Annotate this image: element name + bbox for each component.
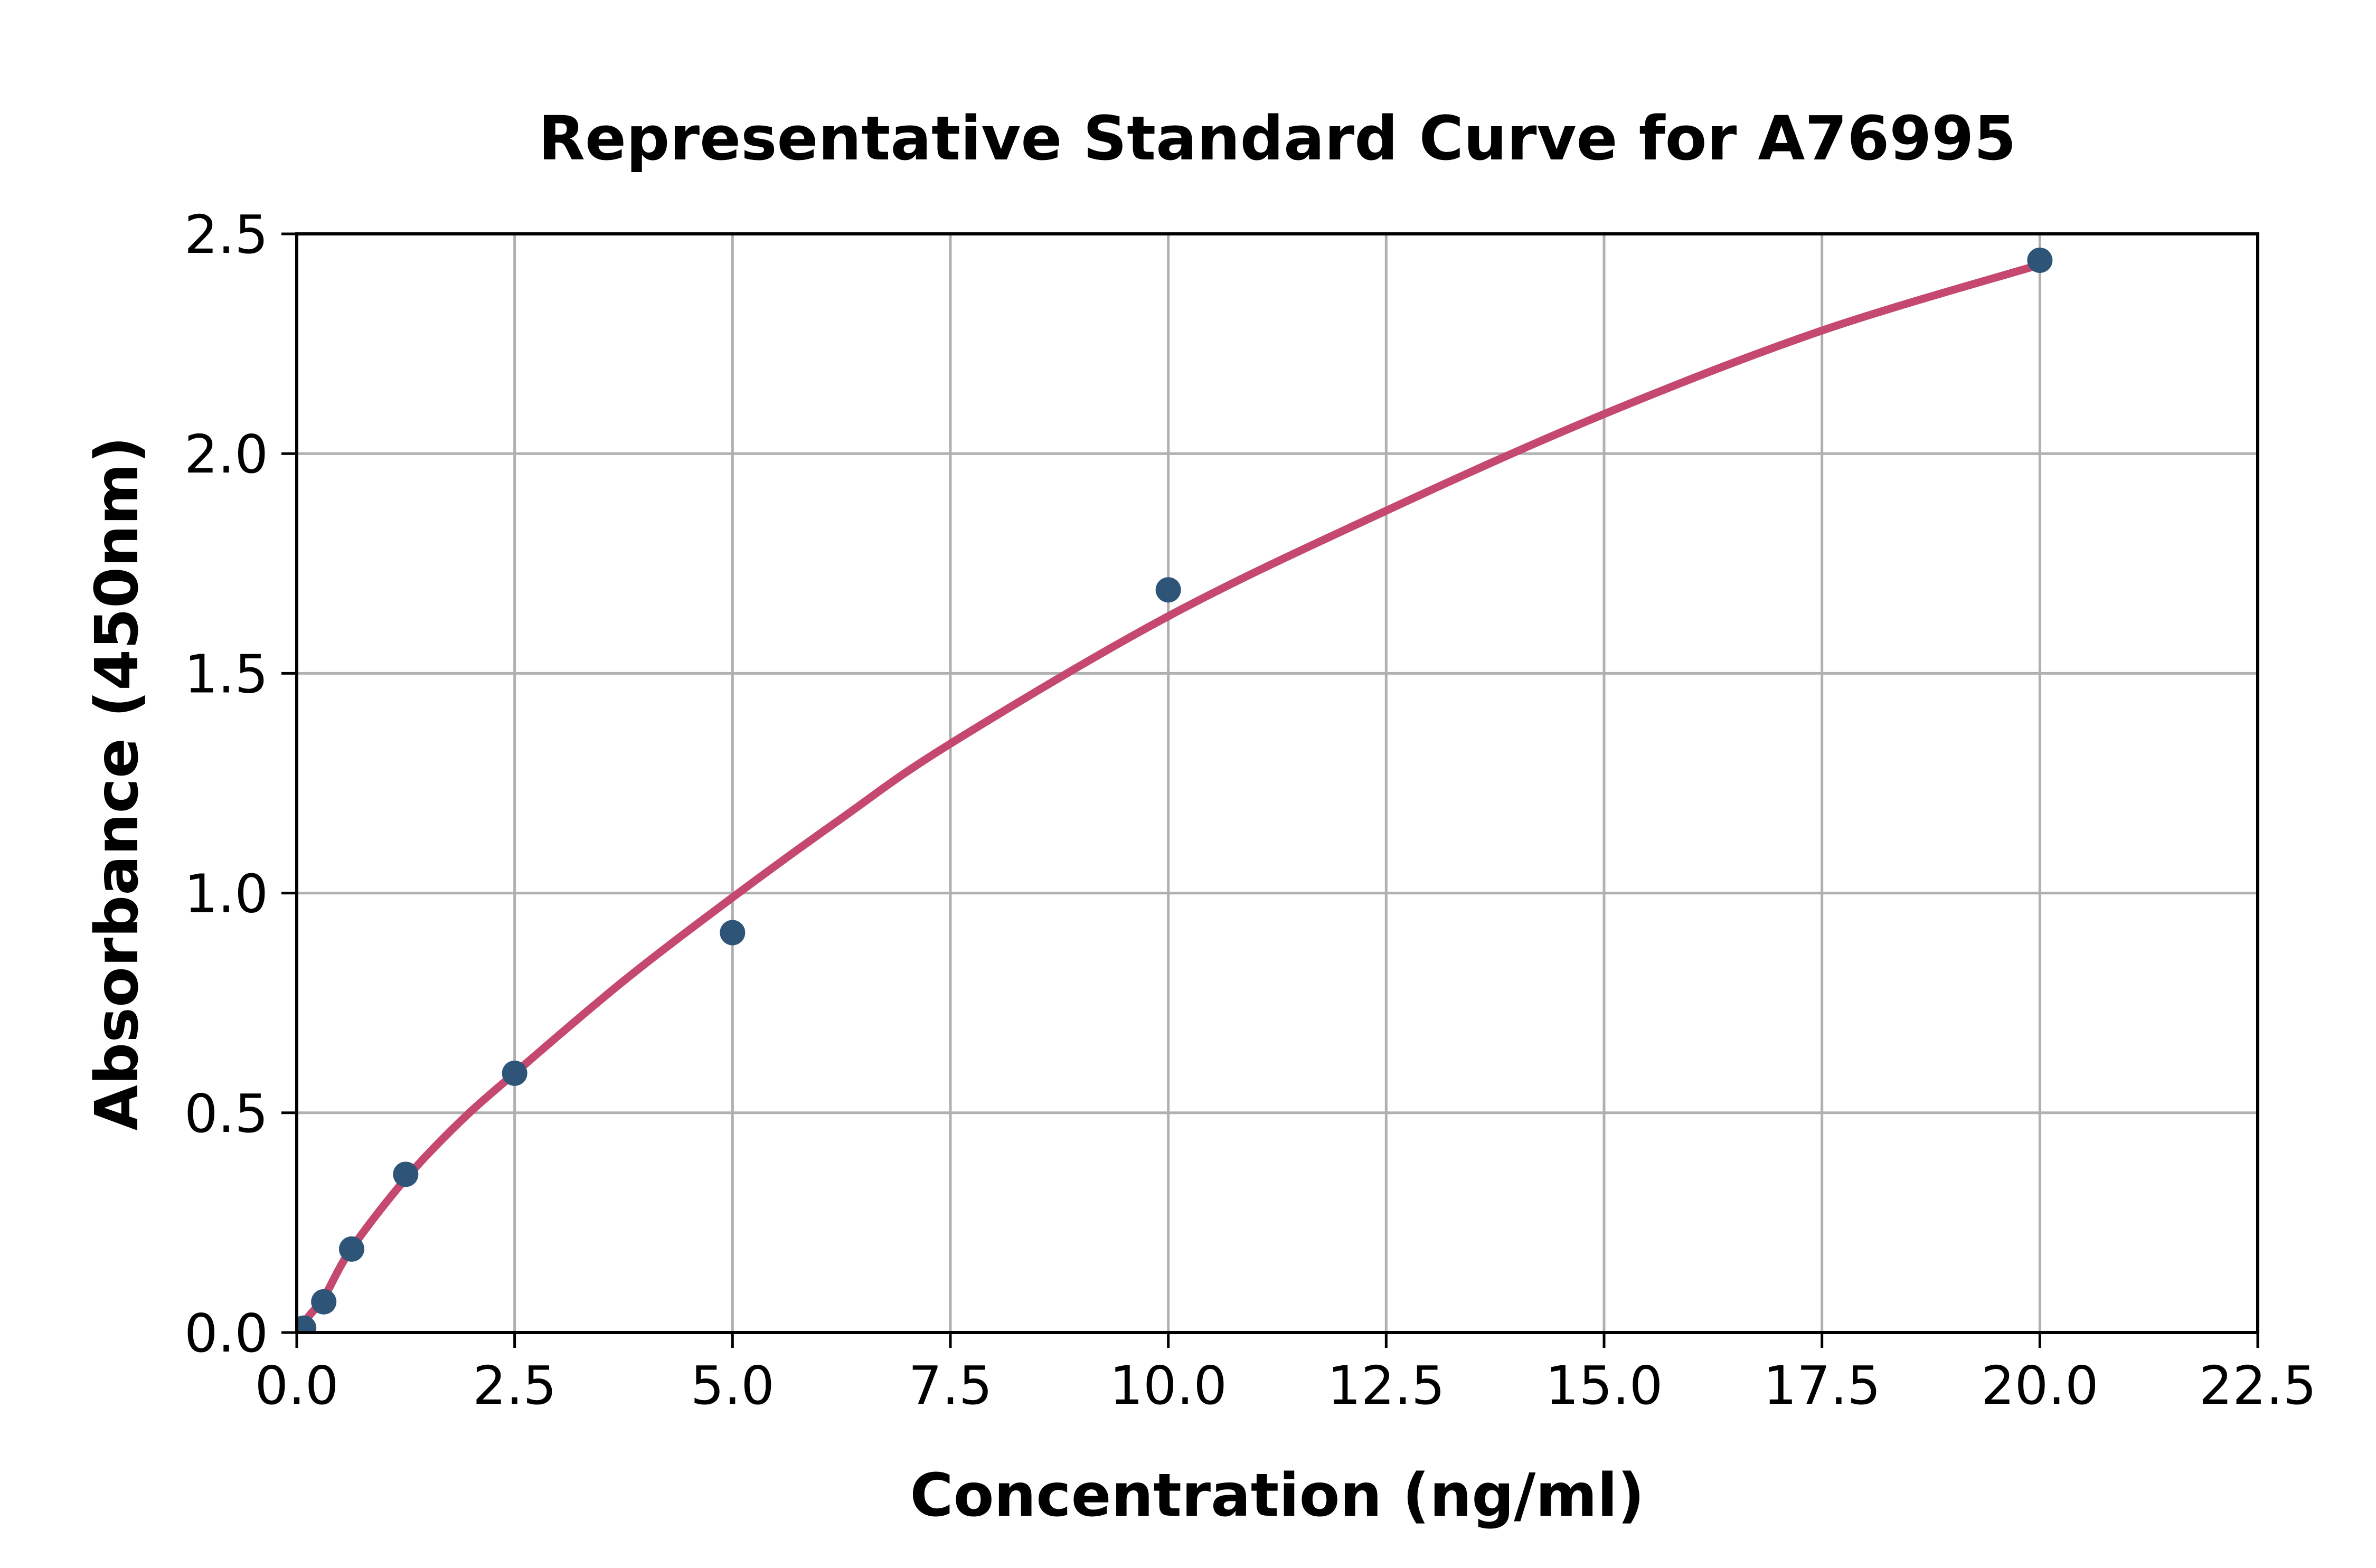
x-axis-title: Concentration (ng/ml) xyxy=(910,1461,1645,1530)
data-point xyxy=(311,1289,337,1315)
data-point xyxy=(393,1161,419,1187)
x-tick-label: 12.5 xyxy=(1327,1355,1445,1416)
y-tick-label: 2.5 xyxy=(184,204,268,266)
data-point xyxy=(720,920,746,946)
data-points xyxy=(297,247,2053,1333)
x-tick-label: 20.0 xyxy=(1981,1355,2099,1416)
fit-curve xyxy=(297,260,2044,1333)
y-tick-label: 0.5 xyxy=(184,1083,268,1145)
x-tick-label: 0.0 xyxy=(254,1355,338,1416)
x-tick-label: 7.5 xyxy=(908,1355,992,1416)
y-tick-label: 2.0 xyxy=(184,423,268,485)
x-tick-label: 15.0 xyxy=(1545,1355,1663,1416)
x-tick-label: 10.0 xyxy=(1109,1355,1227,1416)
y-tick-label: 1.5 xyxy=(184,643,268,705)
data-point xyxy=(338,1236,364,1262)
data-point xyxy=(1155,577,1181,603)
x-tick-label: 2.5 xyxy=(473,1355,557,1416)
data-point xyxy=(502,1060,527,1086)
y-tick-label: 1.0 xyxy=(184,863,268,925)
y-tick-label: 0.0 xyxy=(184,1302,268,1364)
x-tick-label: 22.5 xyxy=(2199,1355,2317,1416)
x-tick-label: 17.5 xyxy=(1763,1355,1881,1416)
x-tick-label: 5.0 xyxy=(691,1355,775,1416)
chart-title: Representative Standard Curve for A76995 xyxy=(538,103,2016,174)
data-point xyxy=(297,1315,317,1333)
plot-border xyxy=(295,232,2259,1334)
data-point xyxy=(2027,247,2053,273)
y-axis-title: Absorbance (450nm) xyxy=(83,436,152,1131)
